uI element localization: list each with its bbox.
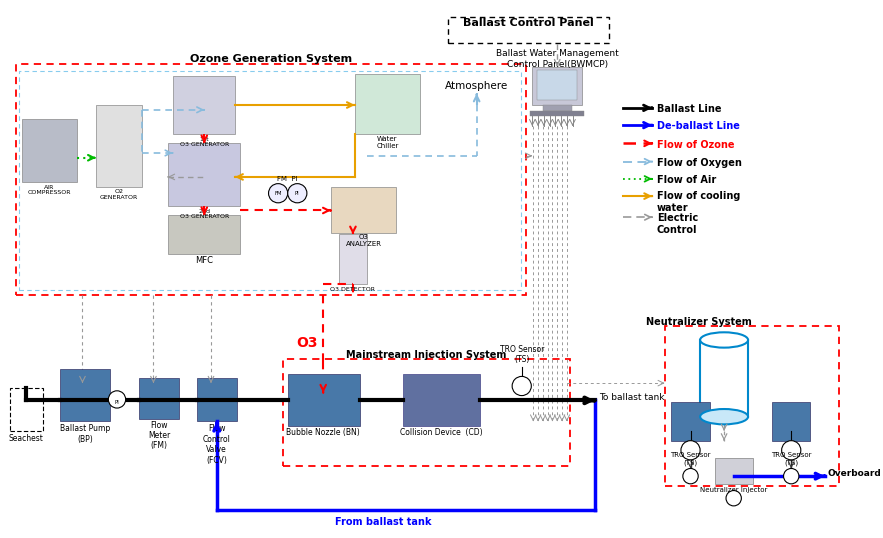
Bar [714, 458, 753, 484]
Bar [22, 119, 77, 182]
Bar [700, 340, 748, 417]
Text: From ballast tank: From ballast tank [336, 518, 432, 527]
Text: Ballast Line: Ballast Line [657, 104, 721, 114]
Bar [665, 325, 839, 486]
Text: Ballast Control Panel: Ballast Control Panel [463, 18, 594, 28]
Circle shape [783, 469, 799, 484]
Text: FM  PI: FM PI [277, 176, 298, 182]
Text: Neutralizer System: Neutralizer System [646, 316, 752, 327]
Text: De-ballast Line: De-ballast Line [657, 121, 740, 131]
Bar [537, 69, 577, 100]
Text: PI: PI [115, 400, 119, 405]
Text: PI: PI [295, 191, 299, 196]
Circle shape [512, 377, 532, 395]
Bar [772, 402, 811, 441]
Text: Mainstream Injection System: Mainstream Injection System [345, 350, 506, 360]
Text: O3
ANALYZER: O3 ANALYZER [345, 235, 381, 247]
Text: MFC: MFC [195, 256, 214, 265]
Bar [543, 105, 571, 111]
Text: Flow of Air: Flow of Air [657, 175, 716, 185]
Text: FM: FM [275, 191, 282, 196]
Text: Flow
Control
Valve
(FCV): Flow Control Valve (FCV) [203, 424, 230, 465]
Bar [288, 373, 359, 426]
Bar [173, 76, 235, 134]
Bar [531, 111, 584, 116]
Circle shape [781, 441, 801, 460]
Text: Neutralizer Injector
(NI): Neutralizer Injector (NI) [700, 487, 767, 500]
Ellipse shape [700, 332, 748, 348]
Text: Flow of Oxygen: Flow of Oxygen [657, 158, 742, 168]
Text: TRO Sensor
(TS): TRO Sensor (TS) [771, 452, 811, 466]
Bar [448, 17, 609, 43]
Bar [60, 369, 110, 421]
Bar [403, 373, 479, 426]
Text: AIR
COMPRESSOR: AIR COMPRESSOR [27, 185, 71, 195]
Text: Flow
Meter
(FM): Flow Meter (FM) [148, 421, 170, 450]
Text: Flow of cooling
water: Flow of cooling water [657, 192, 740, 213]
Circle shape [726, 491, 742, 506]
Bar [331, 187, 396, 232]
Bar [338, 235, 367, 285]
Circle shape [683, 469, 698, 484]
Text: Ballast Water Management
Control Panel(BWMCP): Ballast Water Management Control Panel(B… [496, 49, 619, 69]
Text: 1st
O3 GENERATOR: 1st O3 GENERATOR [179, 137, 229, 147]
Bar [671, 402, 710, 441]
Text: Water
Chiller: Water Chiller [376, 136, 398, 148]
Bar [283, 359, 570, 465]
Ellipse shape [700, 409, 748, 424]
Bar [139, 378, 179, 419]
Bar [168, 143, 240, 206]
Circle shape [288, 183, 307, 203]
Text: Ballast Pump
(BP): Ballast Pump (BP) [60, 424, 110, 444]
Text: O3 DETECTOR: O3 DETECTOR [330, 287, 375, 292]
Circle shape [268, 183, 288, 203]
Bar [96, 105, 142, 187]
Text: Flow of Ozone: Flow of Ozone [657, 139, 735, 150]
Bar [532, 67, 582, 105]
Text: Ozone Generation System: Ozone Generation System [191, 54, 352, 64]
Text: Electric
Control: Electric Control [657, 214, 698, 235]
Text: O2
GENERATOR: O2 GENERATOR [100, 189, 138, 200]
Text: Seachest: Seachest [9, 434, 43, 443]
Circle shape [681, 441, 700, 460]
Text: TRO Sensor
(TS): TRO Sensor (TS) [500, 344, 544, 364]
Bar [168, 215, 240, 253]
Text: To ballast tank: To ballast tank [600, 393, 665, 402]
Bar [19, 72, 521, 290]
Text: O3: O3 [296, 336, 318, 350]
Text: Bubble Nozzle (BN): Bubble Nozzle (BN) [286, 428, 360, 437]
Text: 2nd
O3 GENERATOR: 2nd O3 GENERATOR [179, 209, 229, 220]
Bar [355, 74, 420, 134]
Text: Overboard: Overboard [827, 469, 881, 478]
Bar [197, 378, 237, 421]
Text: Collision Device  (CD): Collision Device (CD) [400, 428, 482, 437]
Bar [10, 388, 43, 431]
Bar [16, 64, 525, 295]
Text: TRO Sensor
(TS): TRO Sensor (TS) [670, 452, 711, 466]
Text: Atmosphere: Atmosphere [445, 81, 509, 90]
Circle shape [109, 391, 125, 408]
